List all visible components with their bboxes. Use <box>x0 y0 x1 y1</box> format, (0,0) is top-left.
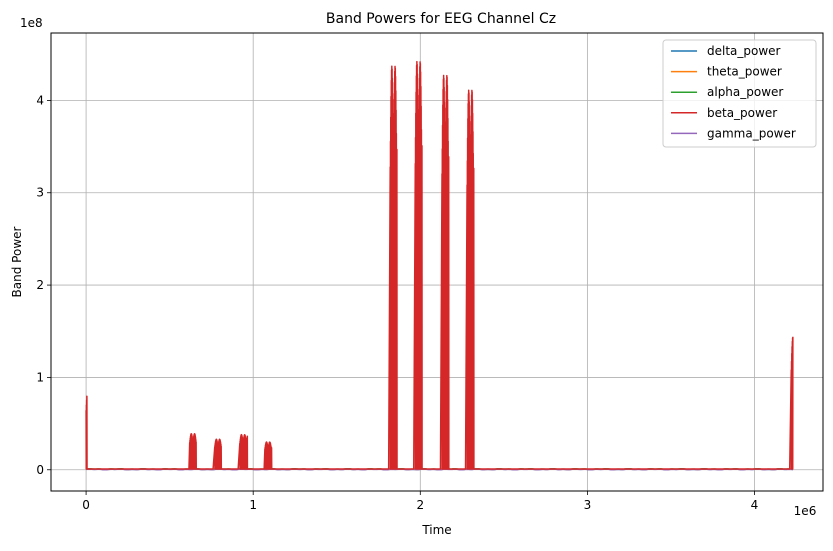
y-tick-label: 1 <box>36 370 44 384</box>
series-line-beta-power <box>85 60 794 470</box>
x-tick-label: 3 <box>584 498 592 512</box>
legend: delta_power theta_power alpha_power beta_po… <box>662 39 817 148</box>
x-tick-label: 0 <box>82 498 90 512</box>
x-exponent-label: 1e6 <box>794 504 817 518</box>
y-tick-label: 2 <box>36 278 44 292</box>
plot-frame <box>50 32 824 492</box>
legend-label-gamma-power: gamma_power <box>707 126 796 140</box>
y-exponent-label: 1e8 <box>20 16 43 30</box>
legend-label-delta-power: delta_power <box>707 44 781 58</box>
x-tick-label: 4 <box>751 498 759 512</box>
legend-label-alpha-power: alpha_power <box>707 85 783 99</box>
x-axis: 0 1 2 3 4 <box>82 491 758 512</box>
y-tick-label: 3 <box>36 186 44 200</box>
y-axis-label: Band Power <box>10 226 24 297</box>
x-tick-label: 1 <box>249 498 257 512</box>
chart-title: Band Powers for EEG Channel Cz <box>326 11 556 27</box>
y-tick-label: 4 <box>36 93 44 107</box>
series-layer <box>85 60 794 471</box>
y-tick-label: 0 <box>36 463 44 477</box>
x-axis-label: Time <box>421 523 451 537</box>
y-axis: 0 1 2 3 4 <box>36 93 51 477</box>
legend-box <box>662 39 817 148</box>
x-tick-label: 2 <box>416 498 424 512</box>
legend-label-theta-power: theta_power <box>707 65 782 79</box>
legend-label-beta-power: beta_power <box>707 106 777 120</box>
